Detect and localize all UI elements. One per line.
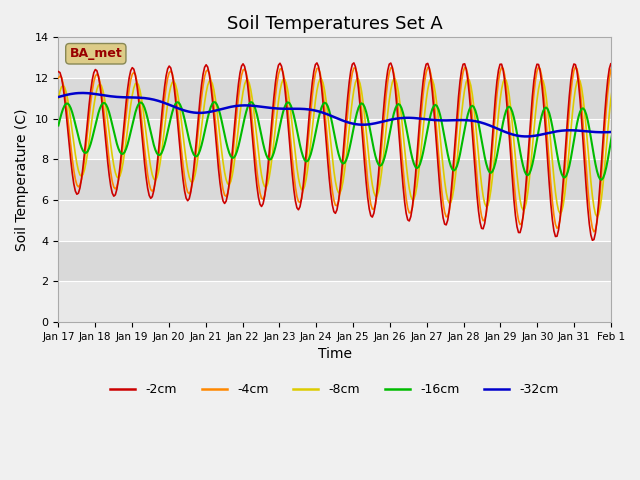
Title: Soil Temperatures Set A: Soil Temperatures Set A [227,15,442,33]
Text: BA_met: BA_met [70,47,122,60]
Bar [58,78,611,119]
Bar [58,159,611,200]
Y-axis label: Soil Temperature (C): Soil Temperature (C) [15,108,29,251]
X-axis label: Time: Time [317,347,351,361]
Bar [58,240,611,281]
Legend: -2cm, -4cm, -8cm, -16cm, -32cm: -2cm, -4cm, -8cm, -16cm, -32cm [106,378,564,401]
